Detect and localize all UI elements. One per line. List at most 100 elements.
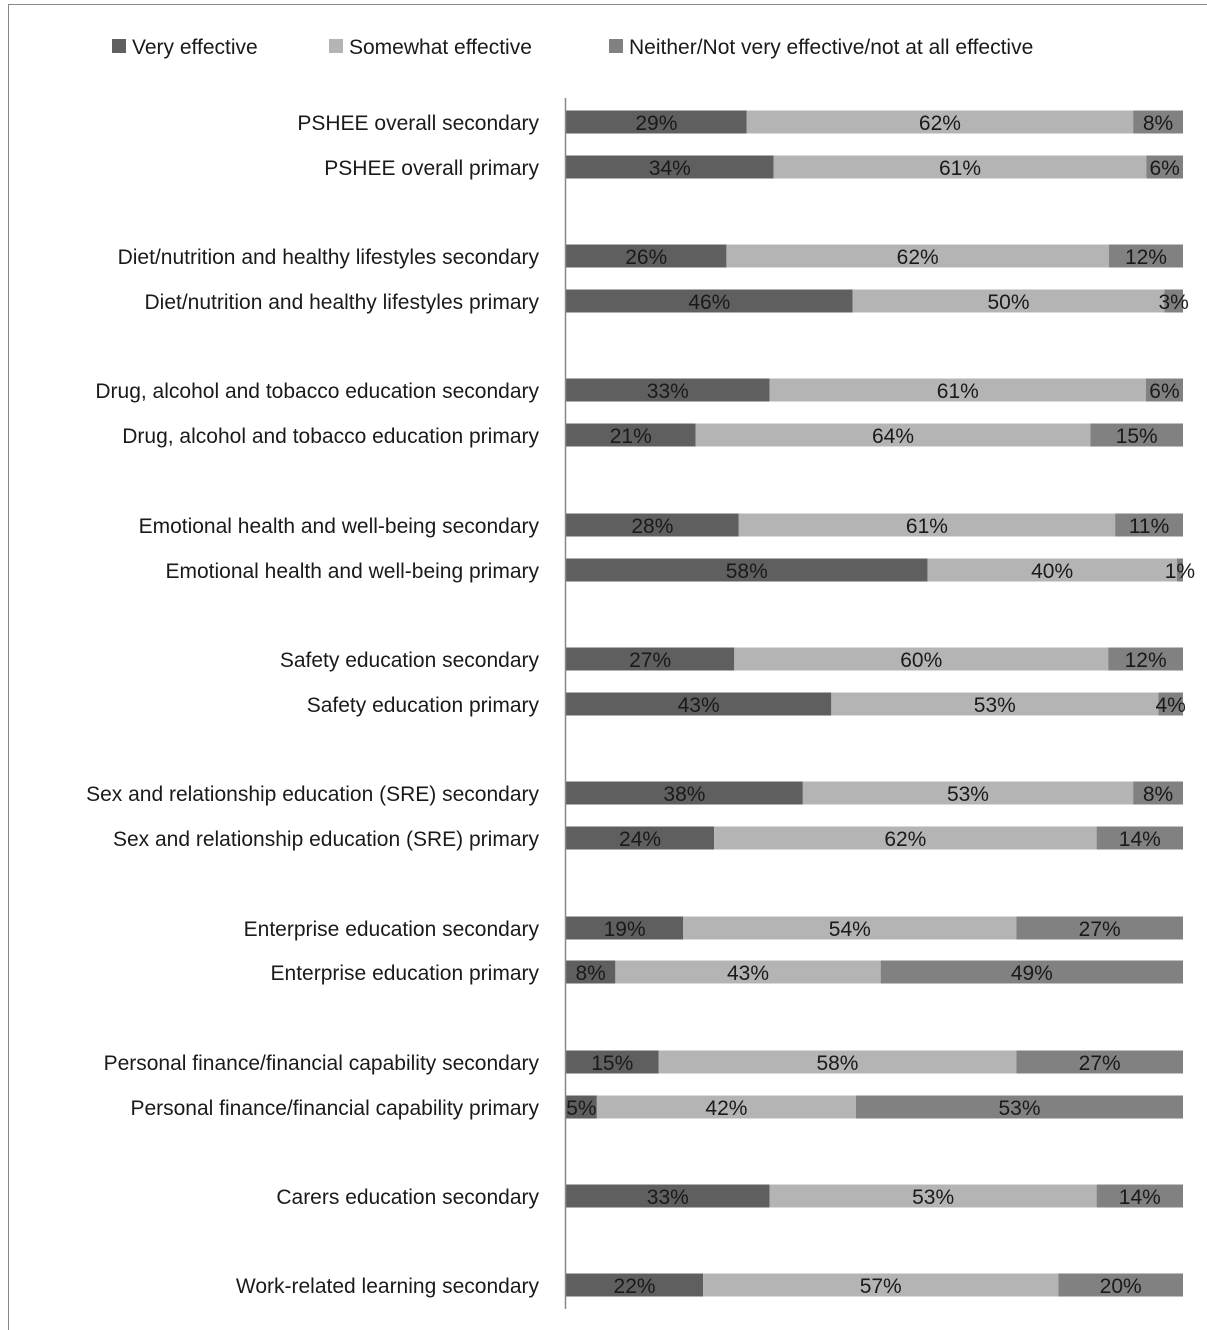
bar-segment — [714, 826, 1097, 850]
bar-segment — [1016, 916, 1183, 940]
data-label: 19% — [604, 918, 646, 941]
data-label: 14% — [1119, 828, 1161, 851]
bar-segment — [769, 1184, 1097, 1208]
bar-segment — [683, 916, 1017, 940]
bar-segment — [1164, 289, 1183, 313]
bar-segment — [769, 378, 1146, 402]
bar-segment — [927, 558, 1177, 582]
data-label: 50% — [987, 291, 1029, 314]
category-labels: PSHEE overall secondary PSHEE overall pri… — [86, 112, 539, 1298]
bar-segment — [746, 110, 1134, 134]
bar-segment — [1158, 692, 1183, 716]
data-label: 33% — [647, 380, 689, 403]
data-label: 4% — [1155, 694, 1185, 717]
data-label: 61% — [937, 380, 979, 403]
category-label: Enterprise education primary — [271, 962, 540, 985]
bar-segment — [1108, 647, 1183, 671]
bar-segment — [566, 1184, 770, 1208]
bar-segment — [1016, 1050, 1183, 1074]
data-label: 62% — [897, 246, 939, 269]
data-label: 14% — [1119, 1186, 1161, 1209]
bar-segment — [1145, 378, 1183, 402]
data-label: 5% — [566, 1097, 596, 1120]
bar-segment — [880, 960, 1183, 984]
data-label: 53% — [947, 783, 989, 806]
data-label: 40% — [1031, 560, 1073, 583]
data-label: 34% — [649, 157, 691, 180]
data-label: 6% — [1149, 157, 1179, 180]
data-label: 11% — [1129, 515, 1169, 538]
bar-segment — [1058, 1273, 1183, 1297]
legend-label-0: Very effective — [132, 36, 258, 59]
legend: Very effective Somewhat effective Neither/… — [112, 36, 1033, 59]
bar-segment — [566, 692, 832, 716]
chart-frame — [8, 4, 1207, 1330]
bar-segment — [615, 960, 881, 984]
bar-segment — [1146, 155, 1183, 179]
data-label: 27% — [1079, 1052, 1121, 1075]
data-label: 62% — [884, 828, 926, 851]
data-label: 27% — [1079, 918, 1121, 941]
data-label: 53% — [974, 694, 1016, 717]
category-label: Work-related learning secondary — [236, 1275, 540, 1298]
bar-segment — [855, 1095, 1183, 1119]
category-label: Drug, alcohol and tobacco education seco… — [95, 380, 539, 403]
bar-segment — [566, 916, 684, 940]
bar-segment — [566, 826, 715, 850]
bar-segment — [703, 1273, 1059, 1297]
data-label: 61% — [939, 157, 981, 180]
category-label: Safety education primary — [307, 694, 540, 717]
data-label: 61% — [906, 515, 948, 538]
category-label: Sex and relationship education (SRE) sec… — [86, 783, 539, 806]
bar-segment — [738, 513, 1116, 537]
data-label: 6% — [1149, 380, 1179, 403]
category-label: Enterprise education secondary — [244, 918, 540, 941]
data-label: 57% — [860, 1275, 902, 1298]
bar-segment — [566, 289, 853, 313]
category-label: Emotional health and well-being secondar… — [139, 515, 540, 538]
category-label: Sex and relationship education (SRE) pri… — [113, 828, 540, 851]
legend-swatch-2 — [609, 39, 623, 53]
bar-segment — [596, 1095, 856, 1119]
data-label: 20% — [1100, 1275, 1142, 1298]
bar-segment — [658, 1050, 1017, 1074]
data-label: 42% — [705, 1097, 747, 1120]
bar-segment — [566, 781, 803, 805]
bar-segment — [695, 423, 1091, 447]
bar-segment — [1108, 244, 1183, 268]
data-label: 3% — [1158, 291, 1188, 314]
bar-segment — [726, 244, 1109, 268]
data-label: 58% — [726, 560, 768, 583]
data-label: 27% — [629, 649, 671, 672]
bar-segment — [1176, 558, 1183, 582]
data-label: 64% — [872, 425, 914, 448]
bar-segment — [1115, 513, 1183, 537]
bar-segment — [566, 960, 616, 984]
category-label: Carers education secondary — [276, 1186, 539, 1209]
legend-swatch-0 — [112, 39, 126, 53]
data-label: 12% — [1125, 649, 1167, 672]
bar-segment — [1133, 781, 1183, 805]
data-label: 43% — [727, 962, 769, 985]
legend-swatch-1 — [329, 39, 343, 53]
data-label: 8% — [576, 962, 606, 985]
category-label: Personal finance/financial capability pr… — [130, 1097, 539, 1120]
bar-segment — [566, 378, 770, 402]
bars: 29% 62% 8% 34% 61% 6% 26% 62% 12% 46% 50% 3% 33% 61% 6… — [566, 110, 1195, 1298]
bar-segment — [566, 423, 696, 447]
data-label: 24% — [619, 828, 661, 851]
bar-segment — [773, 155, 1147, 179]
bar-segment — [831, 692, 1159, 716]
legend-label-1: Somewhat effective — [349, 36, 532, 59]
bar-segment — [852, 289, 1165, 313]
data-label: 60% — [900, 649, 942, 672]
data-label: 15% — [591, 1052, 633, 1075]
data-label: 26% — [625, 246, 667, 269]
bar-segment — [734, 647, 1109, 671]
bar-segment — [1133, 110, 1183, 134]
data-label: 53% — [912, 1186, 954, 1209]
data-label: 21% — [610, 425, 652, 448]
data-label: 15% — [1116, 425, 1158, 448]
bar-segment — [1096, 826, 1183, 850]
